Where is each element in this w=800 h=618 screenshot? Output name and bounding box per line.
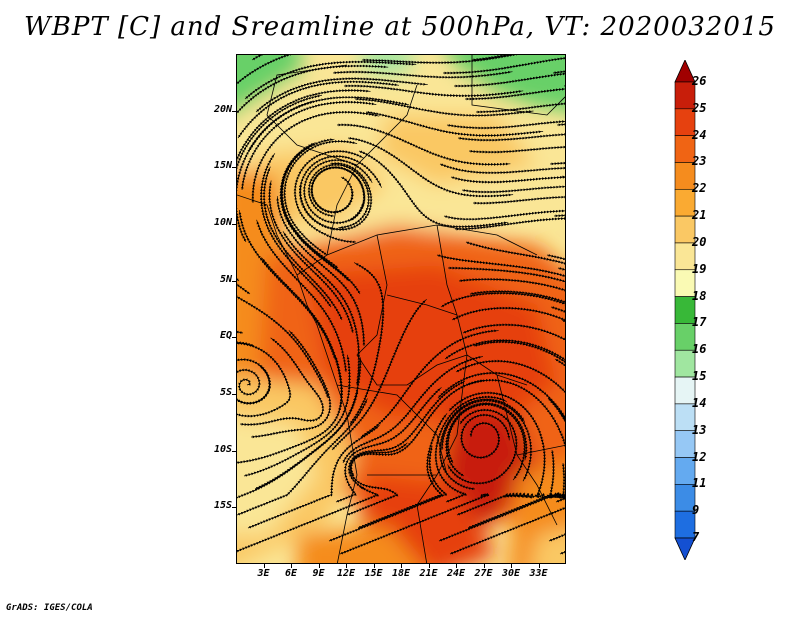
map-frame [236,54,566,564]
colorbar [674,60,696,560]
lon-tick-label: 21E [419,568,438,579]
lon-tick-label: 3E [257,568,270,579]
lat-tick-label: 10S [213,443,232,455]
wbpt-map [237,55,565,563]
streamline [546,253,565,263]
colorbar-level-label: 18 [692,288,707,303]
lat-tick-mark [232,450,236,452]
colorbar-level-label: 16 [692,342,707,357]
streamline [561,319,565,326]
streamline [439,163,565,175]
streamline [457,132,565,142]
colorbar-level-label: 15 [692,369,707,384]
lat-tick-mark [232,394,236,395]
lon-tick-mark [511,564,512,568]
streamline [556,122,565,127]
lon-tick-mark [456,564,457,568]
lon-tick-label: 15E [364,568,383,579]
lon-tick-label: 9E [312,568,325,579]
colorbar-level-label: 11 [692,476,707,491]
streamlines [237,55,565,555]
colorbar-level-label: 13 [692,422,707,437]
colorbar-level-label: 12 [692,449,707,464]
streamline [468,145,565,154]
streamline [339,492,490,555]
colorbar-level-label: 24 [692,127,707,142]
streamline [557,266,565,273]
streamline [440,291,565,308]
colorbar-level-label: 14 [692,395,707,410]
lon-tick-mark [318,564,320,568]
streamline [561,462,565,499]
streamline [451,306,565,325]
streamline [549,161,565,166]
colorbar-level-label: 7 [692,530,700,544]
colorbar-level-label: 17 [692,315,707,330]
streamline [558,410,565,445]
streamline [465,86,565,101]
colorbar-level-label: 19 [692,261,707,276]
lat-tick-mark [232,280,236,282]
streamline [461,185,565,194]
lon-tick-label: 18E [391,568,411,579]
lon-tick-mark [373,564,375,568]
footer-credit: GrADS: IGES/COLA [6,603,93,613]
lon-tick-label: 24E [446,568,466,579]
colorbar-level-label: 22 [692,181,707,196]
colorbar-level-label: 26 [692,74,707,88]
lon-tick-mark [291,564,292,568]
streamline [449,504,565,555]
lon-tick-mark [263,564,265,568]
lat-tick-label: EQ [219,330,232,342]
streamline [450,175,565,184]
lon-tick-label: 6E [284,568,298,579]
lat-tick-label: 15N [213,160,232,172]
streamline [237,100,315,243]
streamline [559,547,565,555]
colorbar-level-label: 21 [692,208,707,223]
streamline [454,71,565,88]
lon-tick-label: 12E [336,568,356,579]
lat-tick-label: 20N [213,103,232,115]
lon-tick-mark [401,564,402,568]
lat-tick-mark [232,224,236,225]
colorbar-level-label: 9 [692,503,700,518]
colorbar-level-label: 20 [692,234,707,249]
lon-tick-mark [428,564,430,568]
lon-tick-label: 27E [474,568,493,579]
temperature-field [237,55,565,563]
streamline [553,213,565,218]
lon-tick-mark [346,564,347,568]
lat-tick-mark [232,167,236,169]
chart-title: WBPT [C] and Sreamline at 500hPa, VT: 20… [24,12,776,42]
streamline [462,323,565,345]
lat-tick-mark [232,110,236,112]
lat-tick-label: 10N [213,217,232,228]
lat-tick-mark [232,507,236,509]
lon-tick-label: 30E [501,568,521,579]
streamline [454,217,565,231]
lat-tick-mark [232,337,236,339]
streamline [458,277,565,294]
streamline [476,101,565,114]
lat-tick-label: 15S [213,500,232,512]
streamline [446,119,565,130]
colorbar-level-label: 23 [692,154,707,169]
colorbar-bottom-arrow [674,537,696,560]
lon-tick-mark [538,564,540,568]
streamline [472,195,565,205]
lon-tick-label: 33E [529,568,548,579]
colorbar-level-label: 25 [692,100,707,115]
lat-tick-label: 5N [219,273,232,285]
lon-tick-mark [483,564,485,568]
lat-tick-label: 5S [219,387,232,398]
